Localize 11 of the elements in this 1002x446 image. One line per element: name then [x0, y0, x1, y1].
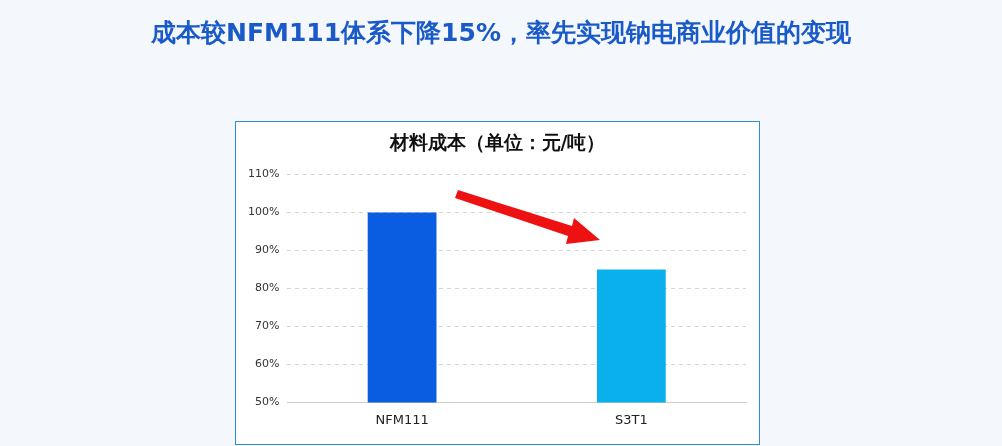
- x-tick-label: NFM111: [375, 411, 429, 427]
- y-tick-label: 70%: [254, 319, 280, 333]
- y-tick-label: 110%: [247, 167, 280, 181]
- chart-title: 成本较NFM111体系下降15%，率先实现钠电商业价值的变现: [150, 17, 852, 49]
- x-tick-label: S3T1: [614, 411, 648, 427]
- y-tick-label: 60%: [254, 357, 280, 371]
- y-tick-label: 100%: [247, 205, 280, 219]
- y-tick-label: 50%: [254, 395, 280, 409]
- chart-subtitle: 材料成本（单位：元/吨）: [388, 130, 607, 155]
- y-tick-label: 80%: [254, 281, 280, 295]
- y-tick-label: 90%: [254, 243, 280, 257]
